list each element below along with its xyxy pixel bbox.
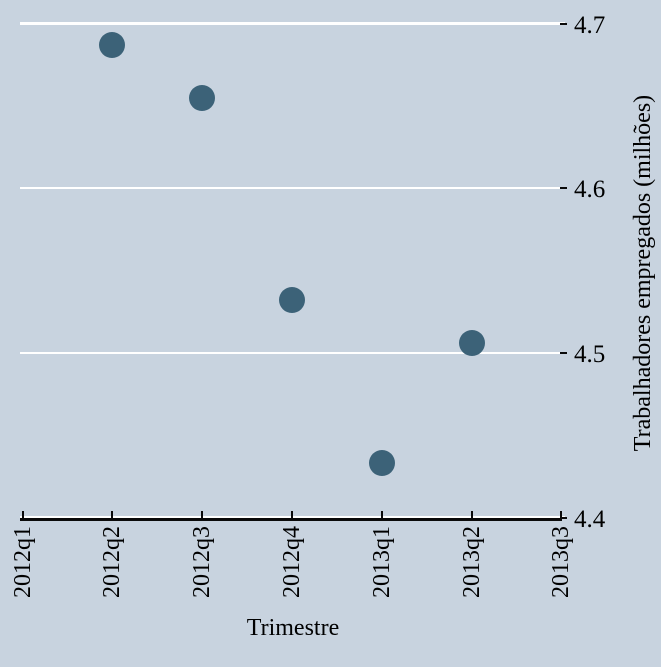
y-gridline: [20, 186, 565, 190]
data-point-2012q4: [278, 287, 305, 314]
data-point-2012q3: [189, 84, 216, 111]
y-axis-tick: [559, 351, 567, 354]
y-tick-label: 4.4: [574, 505, 606, 533]
x-axis-tick: [290, 511, 293, 520]
x-tick-label: 2012q2: [99, 526, 126, 598]
x-axis-tick: [21, 511, 24, 520]
y-gridline: [20, 22, 565, 25]
x-axis-tick: [111, 511, 114, 520]
y-tick-label: 4.6: [574, 176, 606, 204]
y-axis-tick: [559, 22, 567, 25]
data-point-2013q1: [368, 450, 395, 477]
x-tick-label: 2013q1: [368, 526, 395, 598]
y-axis-title: Trabalhadores empregados (milhões): [630, 94, 656, 452]
y-axis-tick: [559, 187, 567, 190]
x-axis-title: Trimestre: [246, 615, 340, 641]
y-gridline: [20, 351, 565, 355]
x-tick-label: 2013q3: [548, 526, 575, 598]
x-tick-label: 2013q2: [458, 526, 485, 598]
x-tick-label: 2012q1: [9, 526, 36, 598]
x-axis-tick: [560, 511, 563, 520]
y-axis-tick: [559, 516, 567, 519]
y-tick-label: 4.5: [574, 340, 606, 368]
data-point-2012q2: [99, 31, 126, 58]
y-tick-label: 4.7: [574, 11, 606, 39]
data-point-2013q2: [458, 329, 485, 356]
x-axis-tick: [380, 511, 383, 520]
x-tick-label: 2012q4: [278, 526, 305, 598]
x-axis-tick: [201, 511, 204, 520]
x-axis-tick: [470, 511, 473, 520]
x-tick-label: 2012q3: [189, 526, 216, 598]
